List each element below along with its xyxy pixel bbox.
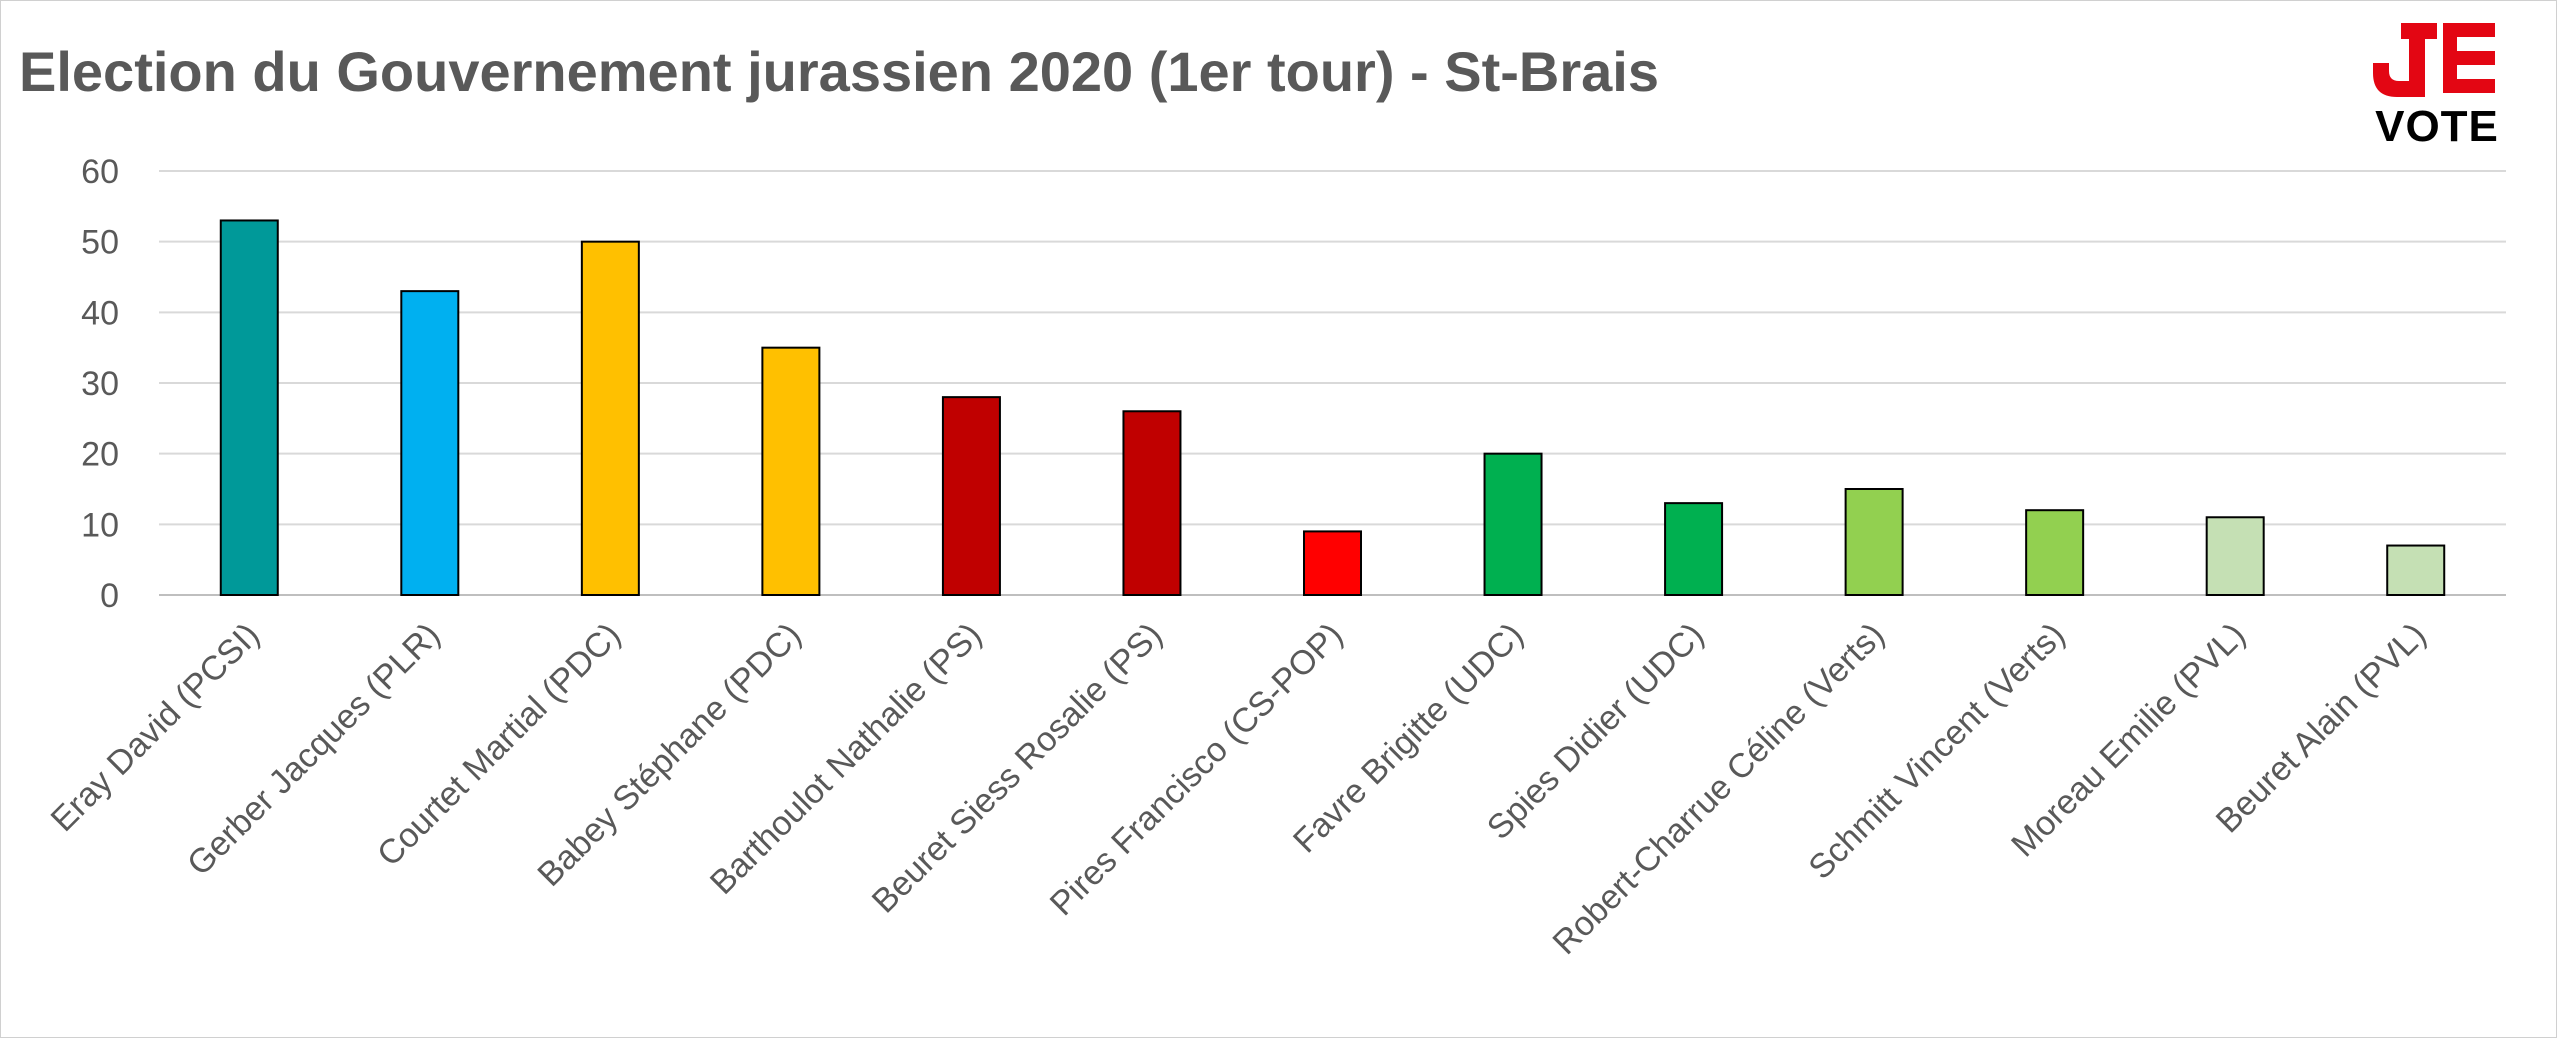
bar [1844, 488, 1904, 596]
bar [2205, 516, 2265, 596]
bar [761, 346, 821, 596]
x-tick-label: Pires Francisco (CS-POP) [1043, 616, 1350, 923]
bar [580, 240, 640, 597]
y-tick-label: 20 [81, 436, 119, 474]
bar [941, 396, 1001, 596]
je-vote-logo: VOTE [2369, 19, 2505, 151]
bar [400, 290, 460, 596]
x-tick-label: Beuret Siess Rosalie (PS) [865, 616, 1170, 921]
bar [1122, 410, 1182, 596]
chart-title: Election du Gouvernement jurassien 2020 … [19, 40, 1659, 103]
x-tick-label: Robert-Charrue Céline (Verts) [1546, 616, 1892, 962]
bar [1664, 502, 1724, 596]
y-tick-label: 10 [81, 506, 119, 544]
je-logo-icon [2373, 23, 2495, 97]
bar [219, 219, 279, 596]
bar [2025, 509, 2085, 597]
logo-wordmark: VOTE [2375, 102, 2499, 151]
y-tick-label: 0 [100, 577, 119, 615]
y-tick-label: 30 [81, 365, 119, 403]
bar [1483, 452, 1543, 596]
y-tick-label: 60 [81, 153, 119, 191]
bar [2386, 544, 2446, 596]
y-tick-label: 50 [81, 224, 119, 262]
bar [1303, 530, 1362, 597]
y-tick-label: 40 [81, 294, 119, 332]
